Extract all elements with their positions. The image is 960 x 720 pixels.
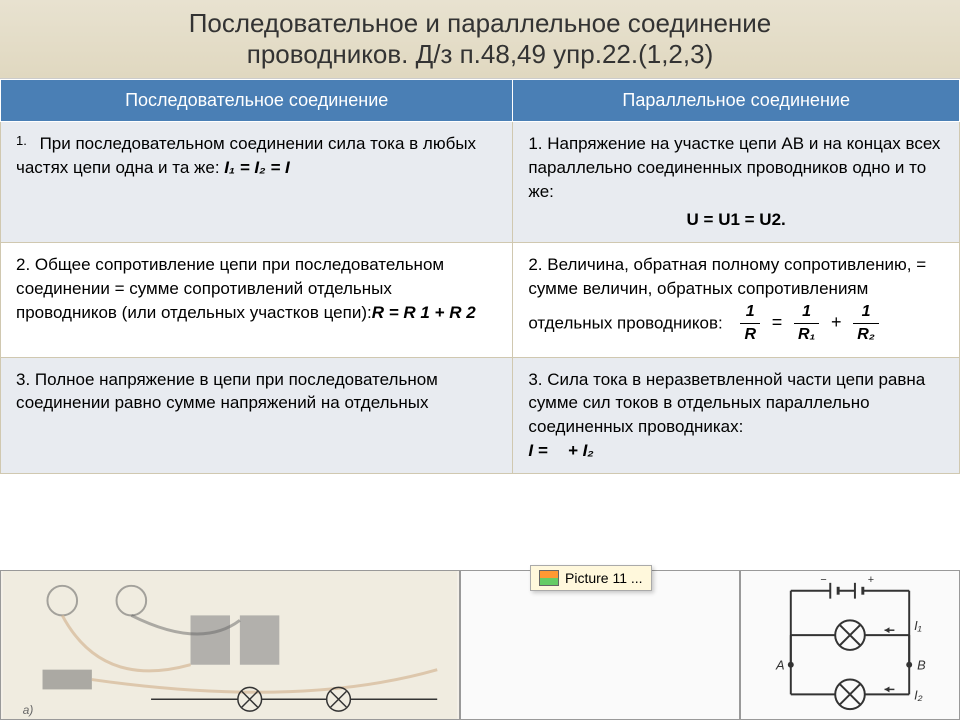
fraction-2: 1 R₁ <box>794 301 819 347</box>
formula-i-sum: I = I₁ + I₂ <box>528 441 593 460</box>
picture-icon <box>539 570 559 586</box>
comparison-table: Последовательное соединение Параллельное… <box>0 79 960 474</box>
cell-1-right: 1. Напряжение на участке цепи АВ и на ко… <box>513 122 960 243</box>
fraction-3: 1 R₂ <box>853 301 879 347</box>
formula-i-equal: I₁ = I₂ = I <box>224 158 289 177</box>
formula-reciprocal: 1 R = 1 R₁ + 1 R₂ <box>737 301 881 347</box>
picture-tooltip-label: Picture 11 ... <box>565 570 643 586</box>
svg-text:а): а) <box>23 703 34 717</box>
circuit-schematic-parallel: − + A B I₁ <box>740 570 960 720</box>
picture-tooltip[interactable]: Picture 11 ... <box>530 565 652 591</box>
row-number: 1. <box>16 133 27 148</box>
header-right: Параллельное соединение <box>513 80 960 122</box>
title-line-2: проводников. Д/з п.48,49 упр.22.(1,2,3) <box>20 39 940 70</box>
i1-label: I₁ <box>914 618 922 633</box>
circuit-blank-mid <box>460 570 740 720</box>
node-a-label: A <box>775 658 785 673</box>
cell-2-left: 2. Общее сопротивление цепи при последов… <box>1 243 513 357</box>
node-b-label: B <box>917 658 926 673</box>
comparison-table-container: Последовательное соединение Параллельное… <box>0 79 960 474</box>
svg-text:−: − <box>820 574 826 586</box>
cell-1-left: 1. При последовательном соединении сила … <box>1 122 513 243</box>
table-row: 1. При последовательном соединении сила … <box>1 122 960 243</box>
title-line-1: Последовательное и параллельное соединен… <box>20 8 940 39</box>
formula-r-sum: R = R 1 + R 2 <box>372 303 476 322</box>
parallel-circuit-icon: − + A B I₁ <box>741 571 959 719</box>
table-row: 3. Полное напряжение в цепи при последов… <box>1 357 960 473</box>
table-header-row: Последовательное соединение Параллельное… <box>1 80 960 122</box>
circuit-photo-series: а) <box>0 570 460 720</box>
svg-text:+: + <box>868 574 874 586</box>
title-section: Последовательное и параллельное соединен… <box>0 0 960 79</box>
cell-3-right: 3. Сила тока в неразветвленной части цеп… <box>513 357 960 473</box>
series-circuit-photo-icon: а) <box>1 571 459 719</box>
cell-text: 3. Сила тока в неразветвленной части цеп… <box>528 370 925 437</box>
formula-u-equal: U = U1 = U2. <box>528 208 944 232</box>
cell-text: 3. Полное напряжение в цепи при последов… <box>16 370 438 413</box>
cell-3-left: 3. Полное напряжение в цепи при последов… <box>1 357 513 473</box>
i2-label: I₂ <box>914 687 923 702</box>
header-left: Последовательное соединение <box>1 80 513 122</box>
circuit-images-row: а) − + A B <box>0 570 960 720</box>
cell-2-right: 2. Величина, обратная полному сопротивле… <box>513 243 960 357</box>
cell-text: 1. Напряжение на участке цепи АВ и на ко… <box>528 134 940 201</box>
table-row: 2. Общее сопротивление цепи при последов… <box>1 243 960 357</box>
fraction-1: 1 R <box>740 301 760 347</box>
